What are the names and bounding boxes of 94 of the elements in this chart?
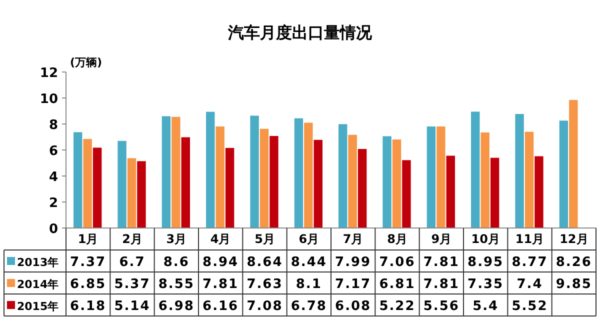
chart-title: 汽车月度出口量情况	[227, 23, 373, 42]
data-label: 7.35	[468, 277, 504, 292]
data-label: 7.81	[202, 277, 239, 292]
data-label: 7.37	[70, 255, 106, 270]
x-tick-label: 2月	[122, 232, 142, 246]
data-label: 6.85	[70, 277, 106, 292]
data-label: 8.26	[556, 255, 592, 270]
data-label: 7.08	[246, 299, 283, 314]
legend-label: 2015年	[17, 300, 59, 313]
data-label: 7.81	[423, 255, 460, 270]
data-label: 5.4	[472, 299, 499, 314]
bar	[162, 116, 171, 228]
data-label: 5.37	[114, 277, 150, 292]
x-tick-label: 12月	[560, 232, 588, 246]
x-tick-label: 10月	[471, 232, 500, 246]
bar	[436, 126, 446, 228]
bar	[270, 136, 278, 228]
x-tick-label: 3月	[166, 232, 187, 246]
y-axis-title: (万辆)	[70, 56, 102, 69]
y-tick-label: 4	[48, 170, 58, 185]
data-label: 8.95	[468, 255, 504, 270]
data-label: 8.77	[512, 255, 548, 270]
bar	[480, 132, 490, 228]
bar	[127, 158, 136, 228]
bar	[260, 128, 269, 228]
bar	[314, 140, 322, 228]
legend-label: 2014年	[17, 278, 59, 291]
bar	[74, 132, 82, 228]
data-label: 5.22	[379, 299, 416, 314]
bar	[559, 120, 568, 228]
y-tick-label: 0	[48, 222, 58, 237]
x-tick-label: 6月	[298, 232, 320, 246]
data-label: 5.52	[512, 299, 548, 314]
x-tick-label: 11月	[515, 232, 544, 246]
bar	[83, 138, 92, 228]
data-label: 6.98	[158, 299, 194, 314]
x-tick-label: 9月	[431, 232, 452, 246]
bar	[569, 100, 578, 228]
y-tick-label: 10	[40, 92, 58, 107]
bar	[382, 136, 392, 228]
data-label: 6.08	[335, 299, 372, 314]
bar	[172, 116, 180, 228]
bar	[515, 114, 524, 228]
x-tick-label: 5月	[254, 232, 275, 246]
bar	[471, 112, 480, 228]
bar	[338, 124, 348, 228]
y-tick-label: 12	[40, 66, 58, 81]
data-label: 7.4	[516, 277, 543, 292]
data-label: 5.56	[423, 299, 460, 314]
bar	[348, 134, 357, 228]
x-tick-label: 8月	[387, 232, 408, 246]
bar	[216, 126, 224, 228]
data-label: 8.94	[202, 255, 239, 270]
y-tick-label: 2	[48, 196, 58, 211]
data-label: 7.81	[423, 277, 460, 292]
data-label: 6.78	[290, 299, 327, 314]
bar	[392, 139, 402, 228]
data-label: 7.63	[246, 277, 283, 292]
data-label: 5.14	[114, 299, 150, 314]
bar	[534, 156, 544, 228]
bar	[490, 158, 500, 228]
bar	[137, 161, 146, 228]
bar	[524, 132, 534, 228]
data-label: 8.44	[290, 255, 327, 270]
data-label: 8.6	[163, 255, 190, 270]
data-label: 6.16	[202, 299, 239, 314]
data-label: 7.99	[335, 255, 372, 270]
data-label: 7.17	[335, 277, 372, 292]
y-tick-label: 8	[48, 118, 58, 133]
bar	[304, 122, 313, 228]
bar	[92, 148, 102, 228]
bar	[294, 118, 304, 228]
bar	[426, 126, 436, 228]
data-label: 8.1	[296, 277, 322, 292]
bar	[250, 116, 259, 228]
data-label: 6.81	[379, 277, 416, 292]
bar	[118, 140, 126, 228]
legend-label: 2013年	[17, 256, 59, 269]
data-label: 8.55	[158, 277, 194, 292]
data-label: 7.06	[379, 255, 416, 270]
y-tick-label: 6	[48, 144, 58, 159]
bar	[181, 137, 190, 228]
data-label: 9.85	[556, 277, 592, 292]
data-label: 8.64	[246, 255, 283, 270]
bar	[402, 160, 411, 228]
bar	[358, 148, 367, 228]
data-label: 6.7	[119, 255, 146, 270]
x-tick-label: 1月	[78, 232, 98, 246]
x-tick-label: 7月	[342, 232, 364, 246]
bar	[446, 156, 455, 228]
bar	[206, 112, 215, 228]
data-label: 6.18	[70, 299, 106, 314]
x-tick-label: 4月	[210, 232, 231, 246]
bar	[225, 148, 234, 228]
